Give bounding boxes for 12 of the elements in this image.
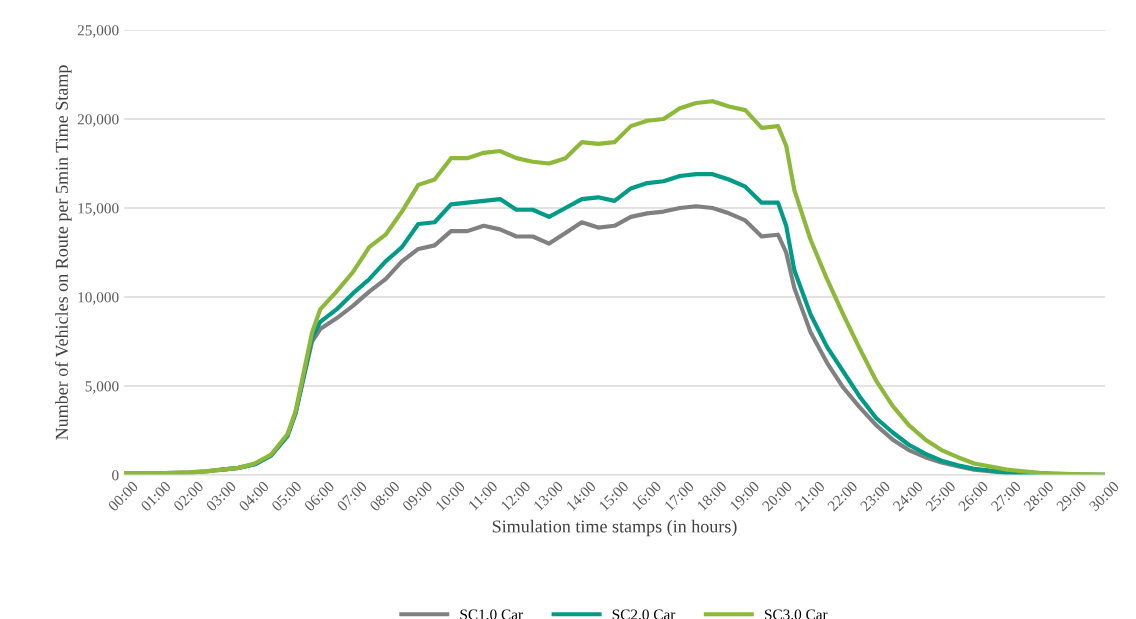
legend-label: SC1.0 Car [460, 609, 523, 619]
y-tick-label: 25,000 [77, 25, 119, 38]
y-tick-label: 15,000 [78, 203, 119, 216]
y-axis-title: Number of Vehicles on Route per 5min Time Stamp [55, 65, 72, 440]
y-tick-label: 20,000 [77, 114, 119, 127]
line-series [124, 99, 1105, 475]
legend-label: SC3.0 Car [764, 609, 828, 619]
y-tick-label: 10,000 [78, 292, 119, 305]
x-axis-title: Simulation time stamps (in hours) [492, 519, 737, 537]
y-tick-label: 0 [112, 470, 119, 481]
legend-label: SC2.0 Car [612, 609, 676, 619]
y-tick-label: 5,000 [85, 381, 119, 394]
